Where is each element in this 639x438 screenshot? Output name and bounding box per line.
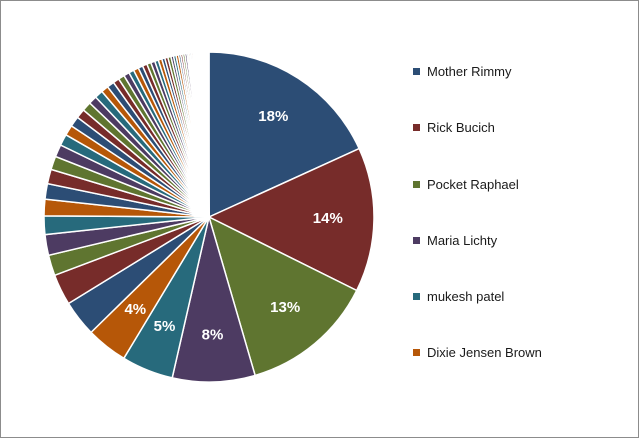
legend-item-1: Mother Rimmy [413, 62, 512, 82]
legend-swatch-5 [413, 293, 420, 301]
legend-item-6: Dixie Jensen Brown [413, 343, 542, 363]
legend-label-2: Rick Bucich [427, 120, 495, 135]
pie-slices [43, 51, 375, 383]
data-label-1: 18% [258, 108, 288, 125]
legend-item-2: Rick Bucich [413, 118, 495, 138]
pie-slice-3 [207, 215, 358, 377]
data-label-3: 13% [270, 299, 300, 316]
data-label-5: 5% [154, 318, 176, 335]
legend-label-6: Dixie Jensen Brown [427, 345, 542, 360]
pie-slice-1 [208, 51, 361, 219]
data-label-2: 14% [313, 210, 343, 227]
legend-label-3: Pocket Raphael [427, 177, 519, 192]
pie-data-labels: 18% 14% 13% 8% 5% 4% [124, 108, 342, 344]
data-label-6: 4% [124, 301, 146, 318]
data-label-4: 8% [202, 327, 224, 344]
legend-item-5: mukesh patel [413, 287, 504, 307]
legend-label-1: Mother Rimmy [427, 64, 512, 79]
legend-item-4: Maria Lichty [413, 231, 497, 251]
legend-swatch-3 [413, 181, 420, 189]
pie-slice-2 [207, 147, 375, 292]
legend-item-3: Pocket Raphael [413, 175, 519, 195]
legend-swatch-6 [413, 349, 420, 357]
legend-swatch-2 [413, 124, 420, 132]
legend-label-5: mukesh patel [427, 289, 505, 304]
legend-swatch-4 [413, 237, 420, 245]
legend-swatch-1 [413, 68, 420, 76]
legend-label-4: Maria Lichty [427, 233, 498, 248]
